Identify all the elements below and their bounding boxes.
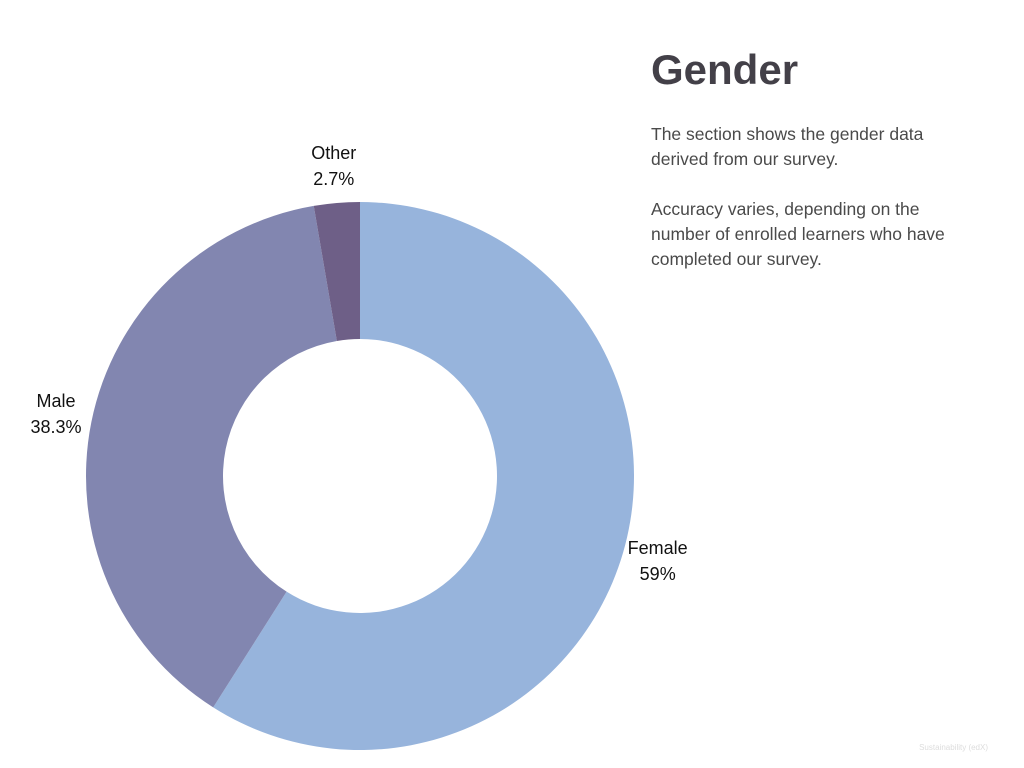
slice (85, 205, 337, 708)
value-label: 2.7% (313, 169, 354, 189)
slice-label: Other (311, 143, 356, 163)
paragraph: Accuracy varies, depending on the number… (651, 199, 945, 269)
paragraph: The section shows the gender data derive… (651, 124, 924, 169)
title: Gender (651, 46, 799, 93)
slice (213, 202, 635, 750)
slice (313, 202, 360, 341)
slice-label: Male (37, 391, 76, 411)
value-label: 59% (640, 564, 676, 584)
slice-label: Female (628, 538, 688, 558)
value-label: 38.3% (31, 417, 82, 437)
footer: Sustainability (edX) (919, 743, 988, 752)
